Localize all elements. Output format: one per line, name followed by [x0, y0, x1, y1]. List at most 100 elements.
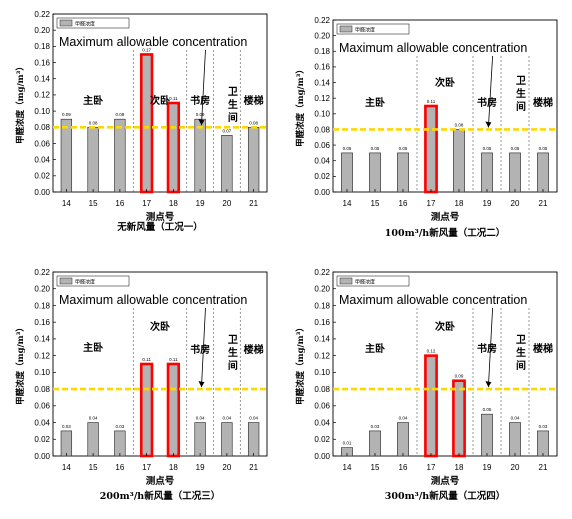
legend-label: 甲醛浓度 — [75, 279, 95, 286]
annotation-arrow — [488, 307, 493, 388]
bar-20 — [509, 422, 521, 457]
chart-caption: 200m³/h新风量（工况三） — [100, 490, 220, 502]
x-tick-label: 20 — [222, 199, 231, 208]
y-tick-label: 0.02 — [34, 435, 50, 444]
y-tick-label: 0.14 — [34, 75, 50, 84]
data-label-16: 0.04 — [399, 416, 408, 421]
y-tick-label: 0.00 — [34, 188, 50, 197]
data-label-18: 0.09 — [455, 374, 464, 379]
bar-16 — [397, 422, 409, 457]
y-tick-label: 0.00 — [314, 452, 330, 461]
y-tick-label: 0.06 — [34, 402, 50, 411]
annotation-text: Maximum allowable concentration — [339, 41, 527, 55]
legend-label: 甲醛浓度 — [355, 27, 375, 34]
legend-label: 甲醛浓度 — [355, 279, 375, 286]
y-tick-label: 0.18 — [314, 47, 330, 56]
x-tick-label: 15 — [89, 199, 98, 208]
data-label-20: 0.07 — [222, 128, 231, 133]
chart-panel-4: 0.00 0.02 0.04 0.06 0.08 0.10 0.12 0.14 0.16 0.18… — [295, 268, 558, 502]
room-label-bathroom: 间 — [516, 359, 526, 372]
bar-17 — [139, 362, 154, 458]
room-label-5: 楼梯 — [244, 94, 264, 107]
data-label-15: 0.03 — [371, 424, 380, 429]
data-label-19: 0.05 — [483, 146, 492, 151]
chart-caption: 100m³/h新风量（工况二） — [385, 227, 505, 239]
room-label-3: 书房 — [477, 96, 497, 109]
y-tick-label: 0.10 — [314, 368, 330, 377]
data-label-18: 0.11 — [169, 96, 178, 101]
legend-box — [56, 17, 130, 29]
x-tick-label: 14 — [62, 463, 71, 472]
room-label-1: 主卧 — [83, 94, 103, 107]
y-tick-label: 0.18 — [314, 301, 330, 310]
x-tick-label: 21 — [539, 463, 548, 472]
y-tick-label: 0.04 — [34, 155, 50, 164]
y-tick-label: 0.18 — [34, 301, 50, 310]
x-tick-label: 20 — [222, 463, 231, 472]
plot-frame — [52, 271, 268, 457]
room-label-bathroom: 间 — [228, 359, 238, 372]
y-tick-label: 0.02 — [34, 172, 50, 181]
y-tick-label: 0.08 — [314, 125, 330, 134]
room-label-bathroom: 卫 — [228, 86, 238, 98]
bar-17 — [139, 53, 154, 194]
x-tick-label: 18 — [169, 463, 178, 472]
y-tick-label: 0.16 — [34, 58, 50, 67]
bar-21 — [247, 422, 260, 457]
y-tick-label: 0.12 — [314, 94, 330, 103]
y-tick-label: 0.08 — [34, 385, 50, 394]
x-tick-label: 14 — [343, 199, 352, 208]
y-tick-label: 0.08 — [314, 385, 330, 394]
y-tick-label: 0.20 — [314, 285, 330, 294]
arrow-head — [485, 121, 492, 128]
chart-caption: 300m³/h新风量（工况四） — [385, 490, 505, 502]
y-tick-label: 0.02 — [314, 435, 330, 444]
bar-21 — [537, 152, 549, 193]
plot-frame — [332, 19, 558, 193]
data-label-18: 0.11 — [169, 357, 178, 362]
data-label-14: 0.05 — [343, 146, 352, 151]
x-tick-label: 18 — [169, 199, 178, 208]
y-axis-title: 甲醛浓度（mg/m³） — [295, 65, 306, 147]
x-axis-title: 测点号 — [146, 211, 175, 223]
legend-label: 甲醛浓度 — [75, 21, 95, 28]
bar-19 — [481, 413, 493, 457]
legend-box — [336, 23, 410, 35]
data-label-15: 0.04 — [89, 416, 98, 421]
x-tick-label: 17 — [427, 463, 436, 472]
room-label-3: 书房 — [477, 342, 497, 355]
y-tick-label: 0.20 — [314, 31, 330, 40]
y-tick-label: 0.14 — [34, 335, 50, 344]
x-tick-label: 15 — [371, 463, 380, 472]
bar-18 — [166, 101, 181, 194]
data-label-18: 0.08 — [455, 122, 464, 127]
arrow-head — [198, 381, 205, 388]
x-tick-label: 14 — [62, 199, 71, 208]
x-tick-label: 19 — [483, 463, 492, 472]
y-tick-label: 0.22 — [314, 16, 330, 25]
x-tick-label: 16 — [115, 463, 124, 472]
legend-swatch — [339, 25, 353, 33]
bar-17 — [424, 354, 438, 458]
y-tick-label: 0.16 — [314, 63, 330, 72]
data-label-21: 0.03 — [539, 424, 548, 429]
x-axis-title: 测点号 — [431, 211, 460, 223]
data-label-19: 0.09 — [196, 112, 205, 117]
x-tick-label: 16 — [115, 199, 124, 208]
y-tick-label: 0.12 — [34, 351, 50, 360]
chart-panel-3: 0.00 0.02 0.04 0.06 0.08 0.10 0.12 0.14 0.16 0.18… — [15, 268, 268, 502]
y-axis-title: 甲醛浓度（mg/m³） — [15, 323, 26, 405]
data-label-15: 0.05 — [371, 146, 380, 151]
bar-15 — [87, 126, 99, 193]
arrow-head — [198, 119, 205, 126]
x-tick-label: 16 — [399, 199, 408, 208]
x-tick-label: 17 — [427, 199, 436, 208]
y-tick-label: 0.12 — [34, 91, 50, 100]
bar-15 — [369, 152, 381, 193]
x-tick-label: 21 — [249, 463, 258, 472]
x-tick-label: 16 — [399, 463, 408, 472]
annotation-text: Maximum allowable concentration — [59, 35, 247, 49]
data-label-21: 0.08 — [249, 120, 258, 125]
y-tick-label: 0.10 — [34, 368, 50, 377]
